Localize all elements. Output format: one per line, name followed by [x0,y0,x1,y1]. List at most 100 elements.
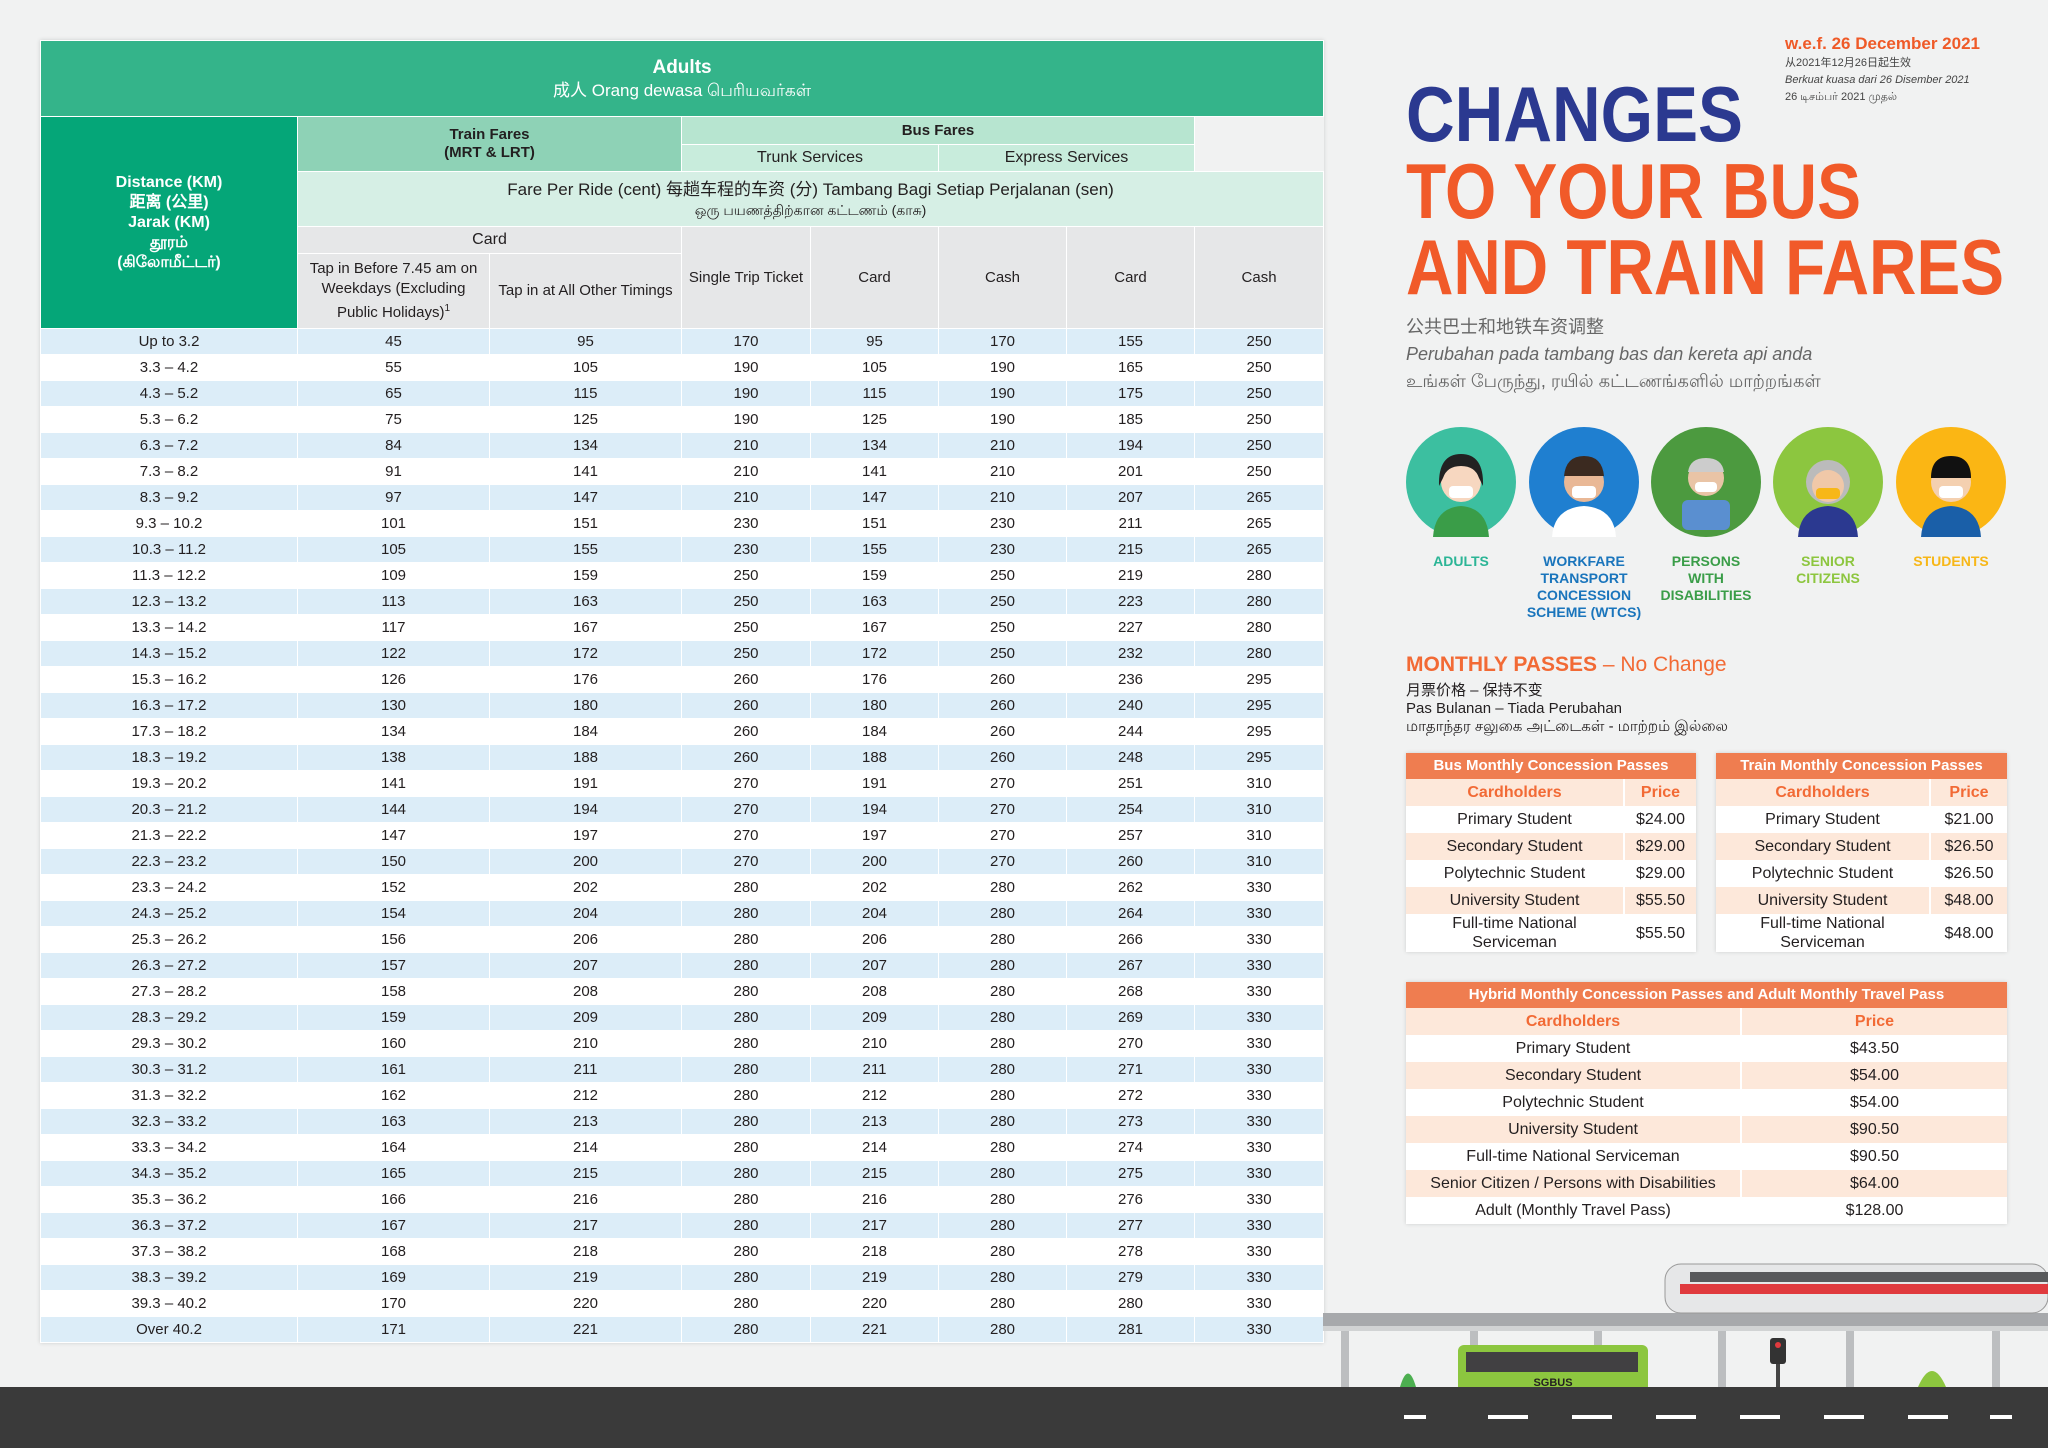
fare-cell: 97 [297,484,490,511]
fare-cell: 230 [681,536,811,563]
fare-cell: 207 [810,952,939,979]
monthly-line: Pas Bulanan – Tiada Perubahan [1406,700,1622,717]
fare-cell: 280 [681,1264,811,1291]
fare-cell: 330 [1193,900,1325,927]
subheadline: 公共巴士和地铁车资调整 Perubahan pada tambang bas d… [1406,314,1821,395]
fare-cell: 207 [489,952,682,979]
pass-table-title: Bus Monthly Concession Passes [1406,753,1696,779]
fare-cell: 250 [1193,354,1325,381]
fare-cell: 250 [1193,432,1325,459]
column-header-text: Single Trip Ticket [688,268,804,286]
fare-cell: 105 [489,354,682,381]
fare-cell: 275 [1066,1160,1195,1187]
fare-cell: 147 [489,484,682,511]
fare-cell: 125 [489,406,682,433]
fare-cell: 310 [1193,770,1325,797]
group-icons [1406,427,2006,537]
distance-cell: 19.3 – 20.2 [40,770,298,797]
fare-cell: 310 [1193,822,1325,849]
distance-cell: 35.3 – 36.2 [40,1186,298,1213]
fare-cell: 260 [681,744,811,771]
fare-cell: 184 [489,718,682,745]
fare-cell: 122 [297,640,490,667]
column-header: Card [810,226,939,329]
icon-senior [1773,427,1883,537]
fare-cell: 280 [938,1056,1067,1083]
distance-cell: Up to 3.2 [40,328,298,355]
fare-cell: 257 [1066,822,1195,849]
fare-cell: 295 [1193,744,1325,771]
pass-cell: University Student [1757,892,1888,909]
pass-cell: Full-time National Serviceman [1466,1148,1680,1165]
fare-cell: 161 [297,1056,490,1083]
fare-cell: 250 [1193,406,1325,433]
fare-cell: 175 [1066,380,1195,407]
pass-cell: Primary Student [1457,811,1572,828]
fare-cell: 280 [938,1264,1067,1291]
fare-cell: 141 [489,458,682,485]
pass-table-header: Cardholders Price [1406,1008,2007,1035]
fare-cell: 166 [297,1186,490,1213]
distance-cell: 22.3 – 23.2 [40,848,298,875]
fare-cell: 190 [938,380,1067,407]
fare-cell: 214 [810,1134,939,1161]
fare-row: 31.3 – 32.2 162 212 280 212 280 272 330 [40,1082,1325,1109]
distance-cell: 36.3 – 37.2 [40,1212,298,1239]
fare-cell: 280 [1193,588,1325,615]
fare-cell: 269 [1066,1004,1195,1031]
fare-cell: 218 [489,1238,682,1265]
fare-cell: 155 [489,536,682,563]
fare-cell: 151 [810,510,939,537]
pass-cell: $55.50 [1623,887,1696,914]
fare-row: 9.3 – 10.2 101 151 230 151 230 211 265 [40,510,1325,537]
fare-row: 24.3 – 25.2 154 204 280 204 280 264 330 [40,900,1325,927]
fare-cell: 221 [489,1316,682,1343]
fare-cell: 270 [681,848,811,875]
distance-cell: 8.3 – 9.2 [40,484,298,511]
monthly-status: – No Change [1602,653,1727,676]
fare-row: 4.3 – 5.2 65 115 190 115 190 175 250 [40,380,1325,407]
fare-cell: 172 [810,640,939,667]
fare-cell: 210 [681,458,811,485]
fare-cell: 210 [681,484,811,511]
fare-cell: 295 [1193,692,1325,719]
fare-cell: 248 [1066,744,1195,771]
fare-cell: 330 [1193,1212,1325,1239]
fare-cell: 280 [681,952,811,979]
fare-cell: 207 [1066,484,1195,511]
group-label: WORKFARE TRANSPORT CONCESSION SCHEME (WT… [1526,553,1642,620]
fare-row: 5.3 – 6.2 75 125 190 125 190 185 250 [40,406,1325,433]
fare-cell: 271 [1066,1056,1195,1083]
distance-cell: 32.3 – 33.2 [40,1108,298,1135]
fare-cell: 260 [938,718,1067,745]
effective-zh: 从2021年12月26日起生效 [1785,57,1911,69]
icon-pwd [1651,427,1761,537]
pass-table-body: Cardholders Price Primary Student $21.00 Sec… [1716,779,2007,952]
fare-row: 10.3 – 11.2 105 155 230 155 230 215 265 [40,536,1325,563]
fare-cell: 115 [489,380,682,407]
distance-cell: 23.3 – 24.2 [40,874,298,901]
card-group: Card [297,226,682,254]
distance-cell: 34.3 – 35.2 [40,1160,298,1187]
distance-cell: 20.3 – 21.2 [40,796,298,823]
illustration: SGBUS [0,1263,2048,1448]
monthly-heading: MONTHLY PASSES – No Change [1406,652,1727,678]
fare-cell: 280 [1193,614,1325,641]
pass-cell: $43.50 [1740,1035,2007,1062]
header-row: Card Single Trip Ticket Card Cash Card Cash [41,226,1325,329]
fare-row: 6.3 – 7.2 84 134 210 134 210 194 250 [40,432,1325,459]
column-header: Cash [938,226,1067,329]
fare-cell: 155 [1066,328,1195,355]
fare-cell: 330 [1193,1108,1325,1135]
fare-cell: 125 [810,406,939,433]
fare-cell: 190 [938,354,1067,381]
fare-cell: 277 [1066,1212,1195,1239]
pass-cell: Polytechnic Student [1751,865,1894,882]
header-row: Adults 成人 Orang dewasa பெரியவர்கள் [39,40,1325,117]
pass-cell: Polytechnic Student [1502,1094,1644,1111]
fare-cell: 218 [810,1238,939,1265]
fare-cell: 172 [489,640,682,667]
distance-cell: Over 40.2 [40,1316,298,1343]
distance-cell: 28.3 – 29.2 [40,1004,298,1031]
